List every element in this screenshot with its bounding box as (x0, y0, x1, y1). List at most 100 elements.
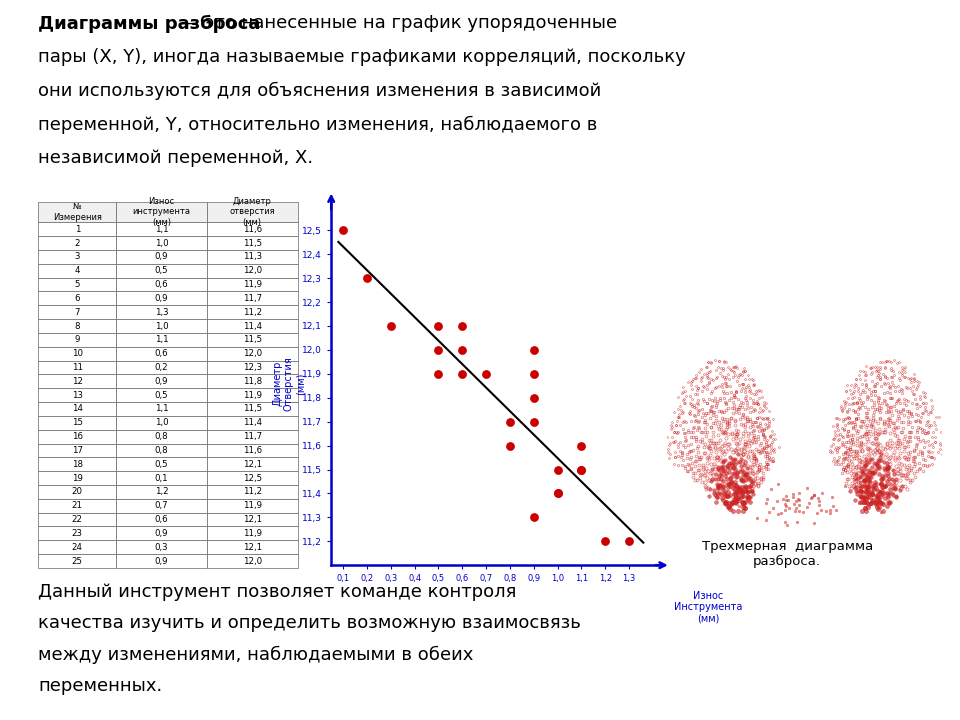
Point (431, 344, 446, 356)
Bar (38, 305, 116, 319)
Point (526, 344, 541, 356)
Text: Износ
инструмента
(мм): Износ инструмента (мм) (132, 197, 190, 227)
Text: 7: 7 (75, 307, 80, 317)
Text: переменной, Y, относительно изменения, наблюдаемого в: переменной, Y, относительно изменения, н… (38, 115, 598, 134)
Bar (207, 499, 298, 513)
Bar (207, 402, 298, 416)
Text: 18: 18 (72, 460, 83, 469)
Bar (38, 319, 116, 333)
Bar (116, 374, 207, 388)
Text: 6: 6 (75, 294, 80, 303)
Point (597, 536, 612, 547)
Bar (38, 388, 116, 402)
Text: 0,8: 0,8 (155, 446, 168, 455)
Text: 1,0: 1,0 (155, 238, 168, 248)
Text: между изменениями, наблюдаемыми в обеих: между изменениями, наблюдаемыми в обеих (38, 645, 474, 664)
Text: 1,0: 1,0 (155, 418, 168, 427)
Bar (207, 250, 298, 264)
Text: 1,0: 1,0 (155, 322, 168, 330)
Bar (38, 499, 116, 513)
Bar (116, 457, 207, 471)
Point (454, 368, 469, 379)
Bar (207, 554, 298, 568)
Point (574, 464, 589, 475)
Text: 11,6: 11,6 (243, 225, 262, 234)
Text: 12: 12 (72, 377, 83, 386)
Text: они используются для объяснения изменения в зависимой: они используются для объяснения изменени… (38, 82, 602, 100)
Bar (116, 444, 207, 457)
Bar (207, 236, 298, 250)
Bar (207, 374, 298, 388)
Bar (116, 554, 207, 568)
Text: 24: 24 (72, 543, 83, 552)
Text: 11,4: 11,4 (243, 418, 262, 427)
Text: 14: 14 (72, 405, 83, 413)
Bar (116, 499, 207, 513)
Bar (116, 222, 207, 236)
Point (383, 320, 398, 332)
Bar (116, 361, 207, 374)
Text: 11,9: 11,9 (243, 501, 262, 510)
Bar (38, 554, 116, 568)
Text: 11,5: 11,5 (243, 336, 262, 344)
Bar (207, 264, 298, 278)
Text: 15: 15 (72, 418, 83, 427)
Point (574, 464, 589, 475)
Text: 17: 17 (72, 446, 83, 455)
Bar (38, 222, 116, 236)
Text: 13: 13 (72, 391, 83, 400)
Text: 4: 4 (75, 266, 80, 275)
Text: 1,3: 1,3 (155, 307, 168, 317)
Bar (116, 264, 207, 278)
Text: 0,6: 0,6 (155, 349, 168, 358)
Text: независимой переменной, X.: независимой переменной, X. (38, 149, 314, 167)
Bar (116, 319, 207, 333)
Bar (207, 202, 298, 222)
Text: 0,5: 0,5 (155, 391, 168, 400)
Bar (207, 222, 298, 236)
Text: 1,1: 1,1 (155, 405, 168, 413)
Bar (207, 485, 298, 499)
Text: 0,9: 0,9 (155, 294, 168, 303)
Point (454, 320, 469, 332)
Bar (116, 402, 207, 416)
Text: 9: 9 (75, 336, 80, 344)
Bar (38, 457, 116, 471)
Bar (207, 513, 298, 526)
Point (502, 440, 517, 451)
Bar (207, 305, 298, 319)
Text: пары (X, Y), иногда называемые графиками корреляций, поскольку: пары (X, Y), иногда называемые графиками… (38, 48, 686, 66)
Text: 11,4: 11,4 (243, 322, 262, 330)
Bar (207, 388, 298, 402)
Bar (38, 485, 116, 499)
Point (621, 536, 636, 547)
Text: 12,0: 12,0 (243, 349, 262, 358)
Text: 12,1: 12,1 (243, 515, 262, 524)
Text: 1,1: 1,1 (155, 336, 168, 344)
Text: 12,0: 12,0 (243, 266, 262, 275)
Text: 12,1: 12,1 (243, 543, 262, 552)
Text: 0,8: 0,8 (155, 432, 168, 441)
Bar (207, 319, 298, 333)
Text: 12,3: 12,3 (243, 363, 262, 372)
Bar (207, 361, 298, 374)
Bar (38, 202, 116, 222)
Point (502, 416, 517, 428)
Bar (38, 374, 116, 388)
Text: Диаметр
Отверстия
(мм): Диаметр Отверстия (мм) (272, 356, 305, 411)
Bar (38, 347, 116, 361)
Bar (116, 485, 207, 499)
Bar (116, 278, 207, 292)
Bar (207, 444, 298, 457)
Bar (38, 540, 116, 554)
Bar (116, 540, 207, 554)
Text: 12,1: 12,1 (243, 460, 262, 469)
Text: Диаметр
отверстия
(мм): Диаметр отверстия (мм) (229, 197, 276, 227)
Point (431, 320, 446, 332)
Bar (38, 444, 116, 457)
Text: 11: 11 (72, 363, 83, 372)
Text: №
Измерения: № Измерения (53, 202, 102, 222)
Text: 21: 21 (72, 501, 83, 510)
Bar (207, 471, 298, 485)
Text: 11,3: 11,3 (243, 253, 262, 261)
